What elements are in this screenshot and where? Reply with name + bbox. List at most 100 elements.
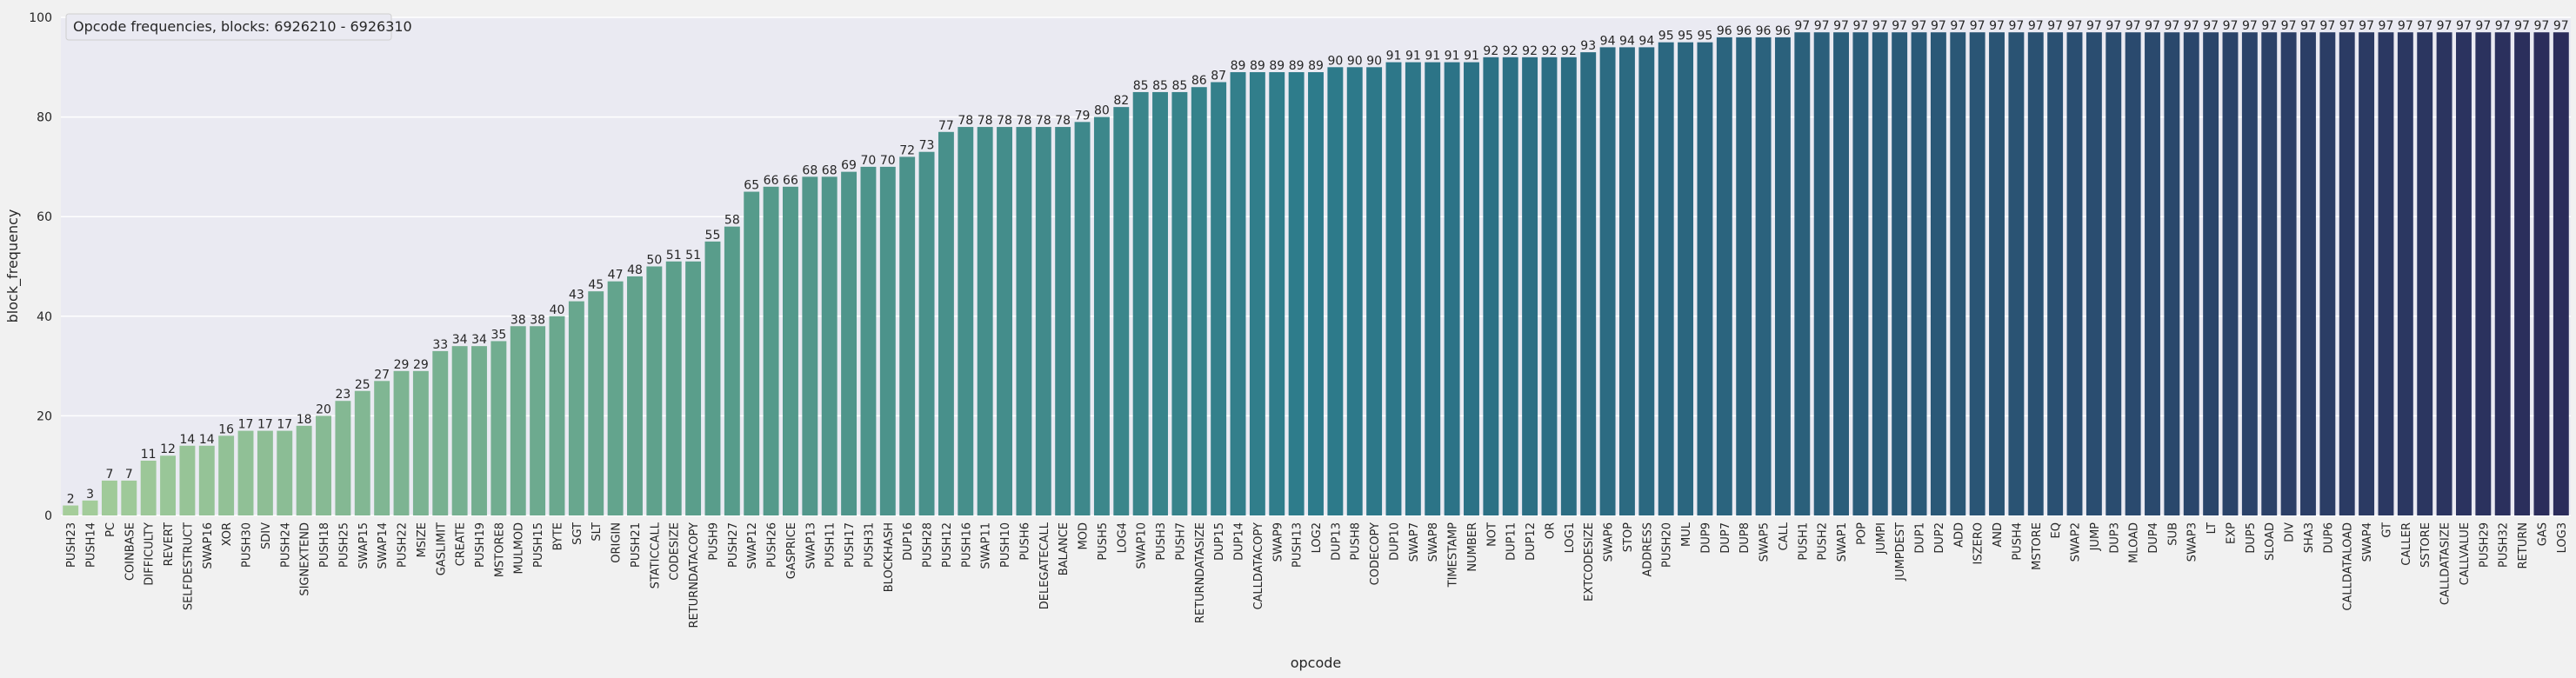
x-tick-label: SWAP9 bbox=[1271, 522, 1285, 562]
x-tick-label: STATICCALL bbox=[649, 522, 662, 588]
x-tick-label: MSTORE bbox=[2031, 522, 2044, 570]
x-tick-label: DUP5 bbox=[2245, 522, 2258, 554]
bar-value-label: 90 bbox=[1347, 54, 1363, 68]
x-tick-label: LOG4 bbox=[1116, 522, 1129, 553]
x-tick-label: PUSH22 bbox=[397, 522, 410, 568]
bar-value-label: 97 bbox=[1931, 19, 1946, 33]
x-tick-label: SUB bbox=[2166, 522, 2179, 546]
bar-value-label: 86 bbox=[1191, 74, 1207, 88]
bar-value-label: 93 bbox=[1580, 39, 1596, 53]
bar-value-label: 97 bbox=[2184, 19, 2199, 33]
bar-dup15 bbox=[1211, 82, 1227, 516]
y-tick-label: 80 bbox=[37, 111, 52, 125]
x-tick-label: SWAP6 bbox=[1603, 522, 1616, 562]
bar-call bbox=[1774, 37, 1791, 516]
x-tick-label: XOR bbox=[221, 522, 234, 546]
bar-value-label: 97 bbox=[1950, 19, 1965, 33]
x-tick-label: CODESIZE bbox=[669, 522, 682, 581]
bar-dup5 bbox=[2241, 32, 2258, 515]
bar-value-label: 96 bbox=[1775, 24, 1791, 38]
bar-push11 bbox=[821, 176, 838, 516]
x-tick-label: EQ bbox=[2050, 522, 2063, 538]
bar-or bbox=[1541, 56, 1558, 516]
bar-value-label: 14 bbox=[199, 433, 215, 447]
bar-value-label: 97 bbox=[2379, 19, 2394, 33]
bar-mstore8 bbox=[491, 341, 507, 515]
bar-mul bbox=[1678, 42, 1694, 515]
bar-dup3 bbox=[2106, 32, 2122, 515]
bar-value-label: 97 bbox=[2437, 19, 2453, 33]
x-tick-label: CODECOPY bbox=[1369, 522, 1382, 585]
y-axis-ticks: 0 20 40 60 80 100 bbox=[29, 11, 52, 523]
bar-gasprice bbox=[783, 186, 798, 515]
bar-swap3 bbox=[2183, 32, 2199, 515]
bar-value-label: 91 bbox=[1464, 50, 1479, 63]
bar-push26 bbox=[763, 186, 779, 515]
x-tick-label: PUSH9 bbox=[707, 522, 720, 561]
bar-value-label: 43 bbox=[569, 289, 584, 302]
bar-mload bbox=[2125, 32, 2141, 515]
bar-value-label: 92 bbox=[1522, 44, 1538, 58]
x-tick-label: GASLIMIT bbox=[435, 522, 448, 575]
bar-pop bbox=[1852, 32, 1869, 515]
bar-lt bbox=[2203, 32, 2219, 515]
x-tick-label: SWAP13 bbox=[804, 522, 818, 569]
bar-sgt bbox=[568, 301, 584, 515]
bar-byte bbox=[549, 316, 565, 515]
bar-value-label: 97 bbox=[2223, 19, 2239, 33]
bar-value-label: 97 bbox=[2261, 19, 2277, 33]
x-tick-label: CALL bbox=[1778, 522, 1791, 550]
bar-value-label: 40 bbox=[550, 303, 565, 317]
x-tick-label: NOT bbox=[1485, 522, 1498, 547]
bar-push28 bbox=[918, 151, 935, 515]
bar-value-label: 97 bbox=[2086, 19, 2102, 33]
bar-value-label: 85 bbox=[1152, 79, 1168, 93]
bar-msize bbox=[412, 370, 429, 515]
bar-returndatacopy bbox=[685, 261, 702, 515]
bar-iszero bbox=[1969, 32, 1985, 515]
bar-value-label: 97 bbox=[2047, 19, 2063, 33]
bar-value-label: 77 bbox=[938, 119, 954, 133]
x-tick-label: PUSH30 bbox=[241, 522, 254, 568]
x-tick-label: PUSH10 bbox=[999, 522, 1012, 568]
bar-value-label: 95 bbox=[1698, 30, 1713, 43]
bar-codesize bbox=[665, 261, 682, 515]
x-tick-label: DELEGATECALL bbox=[1038, 522, 1051, 609]
bar-value-label: 97 bbox=[1912, 19, 1927, 33]
x-tick-label: PUSH4 bbox=[2011, 522, 2024, 561]
bar-value-label: 82 bbox=[1113, 94, 1129, 108]
bar-dup7 bbox=[1716, 37, 1732, 516]
bar-value-label: 97 bbox=[2319, 19, 2335, 33]
bar-jumpdest bbox=[1892, 32, 1908, 515]
y-axis-label: block_frequency bbox=[4, 209, 22, 323]
bar-mulmod bbox=[510, 326, 526, 515]
x-tick-label: DUP7 bbox=[1719, 522, 1732, 554]
bar-calldataload bbox=[2339, 32, 2355, 515]
bar-value-label: 97 bbox=[2534, 19, 2550, 33]
x-tick-label: DUP3 bbox=[2108, 522, 2121, 554]
x-tick-label: ORIGIN bbox=[611, 522, 624, 563]
bar-push15 bbox=[530, 326, 546, 515]
bar-push31 bbox=[860, 166, 877, 515]
bar-value-label: 29 bbox=[394, 358, 410, 372]
x-tick-label: GT bbox=[2380, 522, 2393, 538]
bar-push24 bbox=[277, 430, 293, 515]
bar-push7 bbox=[1171, 91, 1188, 515]
bar-sstore bbox=[2417, 32, 2433, 515]
x-tick-label: PUSH3 bbox=[1155, 522, 1168, 561]
x-tick-label: STOP bbox=[1622, 522, 1635, 552]
x-tick-label: PUSH20 bbox=[1661, 522, 1674, 568]
bar-value-label: 34 bbox=[471, 333, 487, 347]
x-tick-label: DIV bbox=[2284, 522, 2297, 542]
bar-value-label: 96 bbox=[1736, 24, 1752, 38]
bar-value-label: 91 bbox=[1425, 50, 1440, 63]
bar-push8 bbox=[1346, 67, 1363, 516]
bar-value-label: 94 bbox=[1638, 34, 1654, 48]
bar-value-label: 89 bbox=[1289, 59, 1305, 73]
x-tick-label: PUSH13 bbox=[1291, 522, 1305, 568]
bar-return bbox=[2514, 32, 2531, 515]
x-tick-label: NUMBER bbox=[1466, 522, 1479, 572]
bar-value-label: 97 bbox=[2359, 19, 2374, 33]
bar-value-label: 3 bbox=[86, 488, 94, 502]
